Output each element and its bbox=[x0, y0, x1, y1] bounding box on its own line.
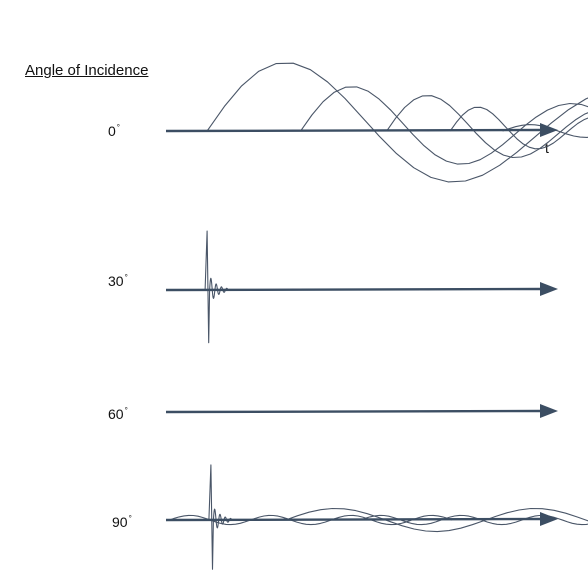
waveform-burst-0-1 bbox=[206, 62, 588, 183]
degree-symbol: ° bbox=[124, 273, 128, 283]
waveform-burst-0-5 bbox=[502, 124, 588, 138]
waveform-burst-30-1 bbox=[204, 230, 229, 344]
axis-arrow-icon bbox=[540, 404, 558, 418]
angle-label-90: 90° bbox=[112, 514, 132, 530]
waveform-burst-0-3 bbox=[386, 95, 588, 159]
angle-label-60: 60° bbox=[108, 406, 128, 422]
angle-of-incidence-heading: Angle of Incidence bbox=[25, 62, 149, 79]
time-axis-label: t bbox=[545, 140, 549, 156]
time-axis-60 bbox=[165, 409, 543, 414]
degree-symbol: ° bbox=[116, 123, 120, 133]
axis-arrow-icon bbox=[540, 512, 558, 526]
waveform-burst-90-4 bbox=[360, 514, 588, 526]
axis-arrow-icon bbox=[540, 282, 558, 296]
time-axis-30 bbox=[165, 287, 543, 292]
angle-value: 0 bbox=[108, 123, 116, 139]
degree-symbol: ° bbox=[128, 514, 132, 524]
angle-label-0: 0° bbox=[108, 123, 120, 139]
time-axis-0 bbox=[165, 128, 543, 133]
degree-symbol: ° bbox=[124, 406, 128, 416]
time-axis-90 bbox=[165, 517, 543, 522]
waveform-burst-0-2 bbox=[300, 86, 588, 165]
angle-value: 60 bbox=[108, 406, 124, 422]
angle-value: 30 bbox=[108, 273, 124, 289]
angle-label-30: 30° bbox=[108, 273, 128, 289]
waveform-burst-90-2 bbox=[208, 464, 232, 570]
axis-arrow-icon bbox=[540, 123, 558, 137]
angle-value: 90 bbox=[112, 514, 128, 530]
waveform-burst-90-3 bbox=[285, 507, 588, 533]
